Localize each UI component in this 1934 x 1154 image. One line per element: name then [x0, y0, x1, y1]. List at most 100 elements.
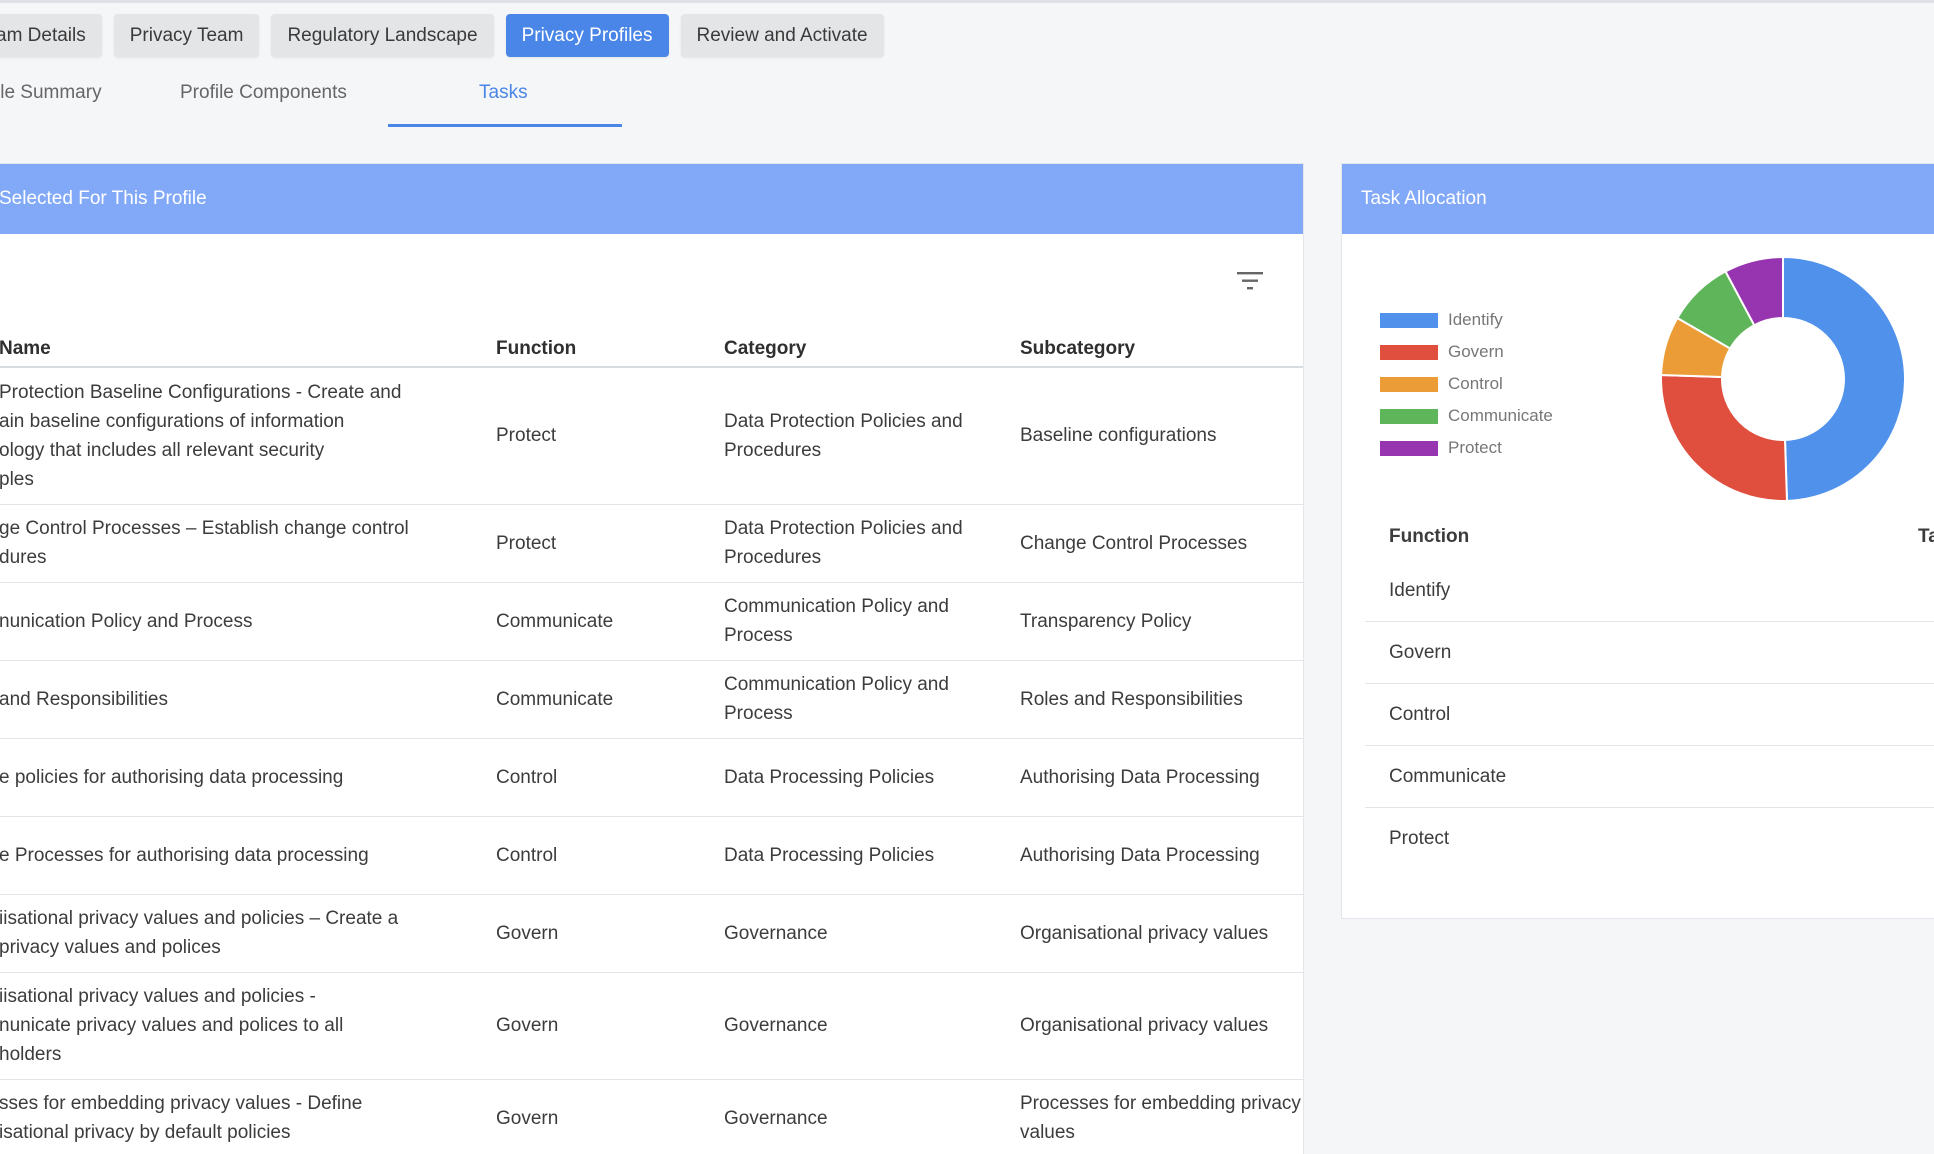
tasks-table: Name Function Category Subcategory Prote… — [0, 324, 1303, 1154]
legend-swatch — [1380, 312, 1438, 328]
task-name-cell: iisational privacy values and policies -… — [0, 972, 496, 1080]
legend-swatch — [1380, 344, 1438, 360]
table-row[interactable]: sses for embedding privacy values - Defi… — [0, 1079, 1303, 1154]
function-name: Identify — [1389, 579, 1451, 601]
legend-label: Govern — [1448, 342, 1504, 361]
wizard-steps: am Details Privacy Team Regulatory Lands… — [0, 14, 884, 57]
task-function-cell: Govern — [496, 1079, 724, 1154]
task-name-cell: sses for embedding privacy values - Defi… — [0, 1079, 496, 1154]
column-header-subcategory[interactable]: Subcategory — [1020, 324, 1303, 368]
task-category-cell: Communication Policy and Process — [724, 582, 1020, 661]
legend-swatch — [1380, 440, 1438, 456]
legend-swatch — [1380, 376, 1438, 392]
legend-item[interactable]: Protect — [1380, 432, 1553, 464]
allocation-panel-header: Task Allocation — [1342, 164, 1934, 234]
task-name-cell: ge Control Processes – Establish change … — [0, 504, 496, 583]
donut-slice-protect[interactable] — [1724, 255, 1784, 327]
function-row: Control — [1365, 684, 1934, 746]
task-name-cell: iisational privacy values and policies –… — [0, 894, 496, 973]
task-function-cell: Protect — [496, 504, 724, 583]
table-row[interactable]: and Responsibilities Communicate Communica… — [0, 660, 1303, 739]
table-row[interactable]: Protection Baseline Configurations - Cre… — [0, 367, 1303, 505]
task-name-cell: Protection Baseline Configurations - Cre… — [0, 367, 496, 505]
table-row[interactable]: iisational privacy values and policies -… — [0, 972, 1303, 1080]
column-header-name[interactable]: Name — [0, 324, 496, 368]
task-category-cell: Governance — [724, 972, 1020, 1080]
task-function-cell: Govern — [496, 894, 724, 973]
task-category-cell: Governance — [724, 894, 1020, 973]
top-divider — [0, 0, 1934, 3]
table-row[interactable]: ge Control Processes – Establish change … — [0, 504, 1303, 583]
function-row: Protect — [1365, 808, 1934, 870]
task-subcategory-cell: Roles and Responsibilities — [1020, 660, 1303, 739]
active-tab-indicator — [388, 124, 622, 127]
table-row[interactable]: e policies for authorising data processi… — [0, 738, 1303, 817]
tab-profile-summary[interactable]: ile Summary — [0, 82, 102, 103]
tasks-column-header: Ta — [1918, 526, 1934, 547]
table-row[interactable]: iisational privacy values and policies –… — [0, 894, 1303, 973]
function-column-header: Function — [1389, 526, 1470, 547]
function-name: Control — [1389, 703, 1451, 725]
legend-label: Communicate — [1448, 406, 1553, 425]
chart-legend: Identify Govern Control Communicate Protect — [1380, 304, 1553, 464]
legend-item[interactable]: Communicate — [1380, 400, 1553, 432]
function-table-header: Function Ta — [1365, 514, 1934, 560]
task-allocation-donut-chart — [1660, 255, 1906, 502]
step-regulatory-landscape-button[interactable]: Regulatory Landscape — [271, 14, 494, 57]
step-team-details-button[interactable]: am Details — [0, 14, 102, 57]
task-subcategory-cell: Authorising Data Processing — [1020, 816, 1303, 895]
task-function-cell: Communicate — [496, 660, 724, 739]
task-category-cell: Data Protection Policies and Procedures — [724, 504, 1020, 583]
task-category-cell: Communication Policy and Process — [724, 660, 1020, 739]
task-function-cell: Protect — [496, 367, 724, 505]
tab-profile-components[interactable]: Profile Components — [180, 82, 347, 103]
function-name: Govern — [1389, 641, 1452, 663]
column-header-function[interactable]: Function — [496, 324, 724, 368]
task-category-cell: Data Processing Policies — [724, 738, 1020, 817]
task-subcategory-cell: Change Control Processes — [1020, 504, 1303, 583]
legend-item[interactable]: Control — [1380, 368, 1553, 400]
step-privacy-profiles-button[interactable]: Privacy Profiles — [505, 14, 669, 57]
step-review-activate-button[interactable]: Review and Activate — [680, 14, 884, 57]
task-function-cell: Communicate — [496, 582, 724, 661]
table-row[interactable]: e Processes for authorising data process… — [0, 816, 1303, 895]
tasks-panel-title: Selected For This Profile — [0, 188, 207, 209]
legend-item[interactable]: Govern — [1380, 336, 1553, 368]
function-row: Govern — [1365, 622, 1934, 684]
task-subcategory-cell: Authorising Data Processing — [1020, 738, 1303, 817]
task-subcategory-cell: Organisational privacy values — [1020, 894, 1303, 973]
task-subcategory-cell: Baseline configurations — [1020, 367, 1303, 505]
task-function-cell: Govern — [496, 972, 724, 1080]
donut-slice-identify[interactable] — [1782, 255, 1906, 502]
task-name-cell: and Responsibilities — [0, 660, 496, 739]
tasks-panel: Selected For This Profile Name Function … — [0, 163, 1304, 1154]
task-function-cell: Control — [496, 738, 724, 817]
function-name: Communicate — [1389, 765, 1507, 787]
task-category-cell: Data Protection Policies and Procedures — [724, 367, 1020, 505]
legend-label: Identify — [1448, 310, 1503, 329]
step-privacy-team-button[interactable]: Privacy Team — [113, 14, 260, 57]
function-name: Protect — [1389, 828, 1450, 849]
task-subcategory-cell: Processes for embedding privacy values — [1020, 1079, 1303, 1154]
function-row: Communicate — [1365, 746, 1934, 808]
legend-swatch — [1380, 408, 1438, 424]
donut-slice-govern[interactable] — [1660, 373, 1789, 502]
column-header-category[interactable]: Category — [724, 324, 1020, 368]
legend-item[interactable]: Identify — [1380, 304, 1553, 336]
task-name-cell: e Processes for authorising data process… — [0, 816, 496, 895]
task-name-cell: nunication Policy and Process — [0, 582, 496, 661]
tab-tasks[interactable]: Tasks — [479, 82, 528, 103]
task-function-cell: Control — [496, 816, 724, 895]
task-subcategory-cell: Transparency Policy — [1020, 582, 1303, 661]
task-name-cell: e policies for authorising data processi… — [0, 738, 496, 817]
filter-icon[interactable] — [1235, 269, 1265, 293]
task-category-cell: Governance — [724, 1079, 1020, 1154]
table-row[interactable]: nunication Policy and Process Communicate… — [0, 582, 1303, 661]
allocation-panel-title: Task Allocation — [1361, 188, 1487, 209]
tasks-table-header: Name Function Category Subcategory — [0, 324, 1303, 368]
function-row: Identify — [1365, 560, 1934, 622]
task-category-cell: Data Processing Policies — [724, 816, 1020, 895]
task-allocation-panel: Task Allocation Identify Govern Control Com… — [1341, 163, 1934, 919]
function-table: Function Ta Identify Govern Control Communi… — [1365, 514, 1934, 870]
